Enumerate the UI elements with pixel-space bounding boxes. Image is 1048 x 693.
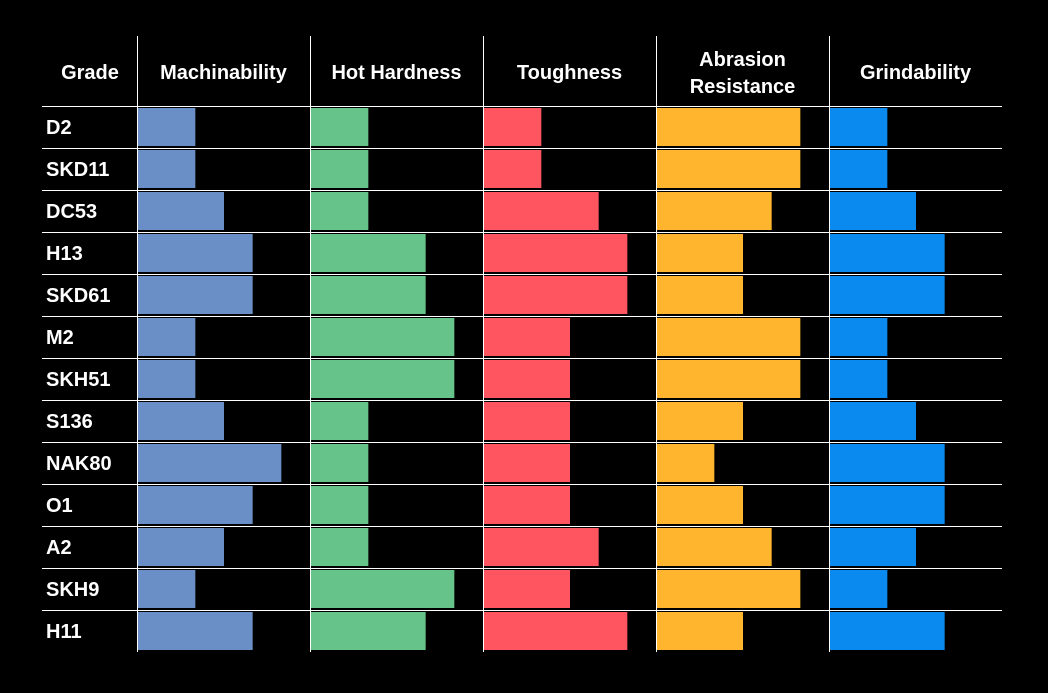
bar-nak80-machinability <box>138 444 282 482</box>
bar-skh51-abrasion-resistance <box>657 360 801 398</box>
bar-skh9-toughness <box>484 570 570 608</box>
column-header-machinability: Machinability <box>160 62 288 84</box>
bar-skd61-grindability <box>830 276 945 314</box>
bar-o1-toughness <box>484 486 570 524</box>
row-label: M2 <box>46 327 74 349</box>
bar-skd61-toughness <box>484 276 628 314</box>
bar-d2-toughness <box>484 108 542 146</box>
row-label: SKD11 <box>46 159 109 181</box>
row-label: O1 <box>46 495 73 517</box>
bar-nak80-hot-hardness <box>311 444 369 482</box>
bar-d2-abrasion-resistance <box>657 108 801 146</box>
row-label: D2 <box>46 117 72 139</box>
bar-h13-grindability <box>830 234 945 272</box>
row-label: SKH9 <box>46 579 99 601</box>
bar-h11-toughness <box>484 612 628 650</box>
column-header-hot-hardness: Hot Hardness <box>331 62 461 84</box>
column-header-toughness: Toughness <box>517 62 622 84</box>
bar-a2-abrasion-resistance <box>657 528 772 566</box>
row-label: DC53 <box>46 201 97 223</box>
bar-a2-grindability <box>830 528 916 566</box>
row-label: SKH51 <box>46 369 110 391</box>
bar-d2-machinability <box>138 108 196 146</box>
bar-dc53-machinability <box>138 192 224 230</box>
bar-nak80-toughness <box>484 444 570 482</box>
bar-o1-grindability <box>830 486 945 524</box>
bar-h11-machinability <box>138 612 253 650</box>
bar-d2-hot-hardness <box>311 108 369 146</box>
bar-skh51-hot-hardness <box>311 360 455 398</box>
bar-skd11-machinability <box>138 150 196 188</box>
bar-m2-hot-hardness <box>311 318 455 356</box>
bar-skh9-grindability <box>830 570 888 608</box>
bar-skh51-machinability <box>138 360 196 398</box>
bar-h11-abrasion-resistance <box>657 612 743 650</box>
row-label: S136 <box>46 411 93 433</box>
bar-a2-machinability <box>138 528 224 566</box>
bar-skh9-machinability <box>138 570 196 608</box>
bar-h13-toughness <box>484 234 628 272</box>
bar-s136-machinability <box>138 402 224 440</box>
bar-s136-hot-hardness <box>311 402 369 440</box>
bar-skd11-hot-hardness <box>311 150 369 188</box>
bar-skh9-hot-hardness <box>311 570 455 608</box>
bar-skh9-abrasion-resistance <box>657 570 801 608</box>
bar-s136-abrasion-resistance <box>657 402 743 440</box>
bar-dc53-toughness <box>484 192 599 230</box>
bar-dc53-grindability <box>830 192 916 230</box>
bar-s136-toughness <box>484 402 570 440</box>
row-label: A2 <box>46 537 72 559</box>
bar-m2-abrasion-resistance <box>657 318 801 356</box>
bar-skd61-machinability <box>138 276 253 314</box>
bar-skd11-grindability <box>830 150 888 188</box>
header-grade: Grade <box>61 62 119 84</box>
bar-m2-grindability <box>830 318 888 356</box>
bar-a2-hot-hardness <box>311 528 369 566</box>
bar-skd61-hot-hardness <box>311 276 426 314</box>
bar-o1-abrasion-resistance <box>657 486 743 524</box>
bar-nak80-grindability <box>830 444 945 482</box>
bar-skh51-toughness <box>484 360 570 398</box>
bar-o1-hot-hardness <box>311 486 369 524</box>
bar-m2-machinability <box>138 318 196 356</box>
bar-o1-machinability <box>138 486 253 524</box>
bar-dc53-abrasion-resistance <box>657 192 772 230</box>
bar-skh51-grindability <box>830 360 888 398</box>
bar-a2-toughness <box>484 528 599 566</box>
row-label: H13 <box>46 243 83 265</box>
bar-skd11-abrasion-resistance <box>657 150 801 188</box>
bar-h11-grindability <box>830 612 945 650</box>
column-header-grindability: Grindability <box>860 62 972 84</box>
bar-m2-toughness <box>484 318 570 356</box>
bar-d2-grindability <box>830 108 888 146</box>
column-header-abrasion-resistance: Abrasion <box>699 49 786 71</box>
bar-s136-grindability <box>830 402 916 440</box>
bar-nak80-abrasion-resistance <box>657 444 715 482</box>
row-label: SKD61 <box>46 285 110 307</box>
column-header-abrasion-resistance: Resistance <box>690 76 796 98</box>
bar-dc53-hot-hardness <box>311 192 369 230</box>
bar-h13-machinability <box>138 234 253 272</box>
bar-h13-abrasion-resistance <box>657 234 743 272</box>
row-label: NAK80 <box>46 453 112 475</box>
row-label: H11 <box>46 621 82 643</box>
bar-h11-hot-hardness <box>311 612 426 650</box>
bar-skd11-toughness <box>484 150 542 188</box>
bar-skd61-abrasion-resistance <box>657 276 743 314</box>
bar-h13-hot-hardness <box>311 234 426 272</box>
